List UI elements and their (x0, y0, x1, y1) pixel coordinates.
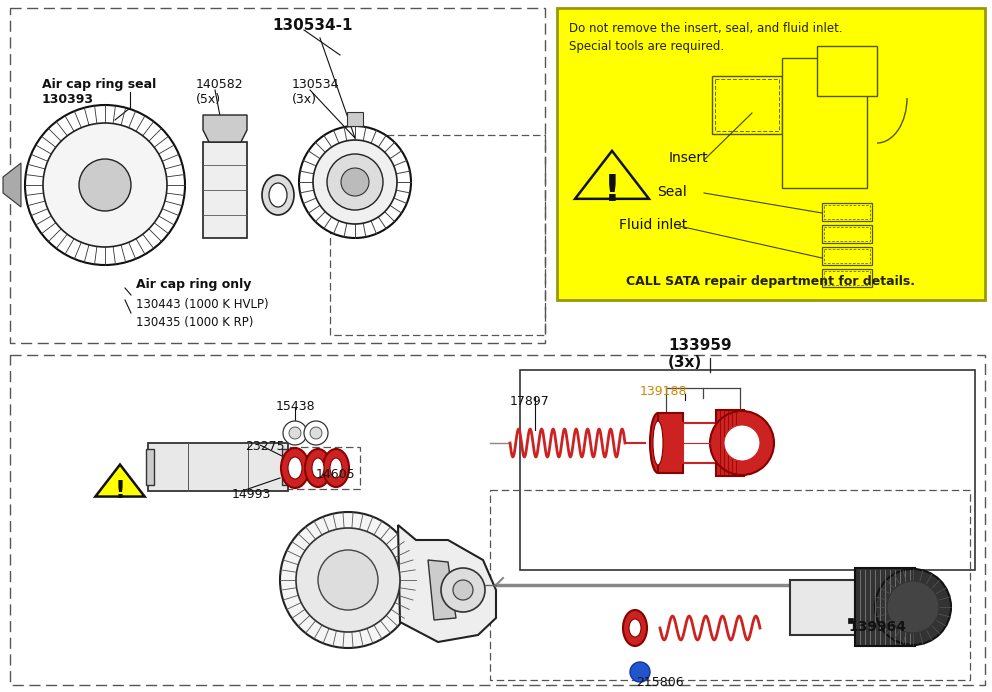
Bar (203, 142, 247, 238)
Bar (557, 8, 985, 300)
Bar (10, 8, 545, 343)
Circle shape (280, 512, 416, 648)
Circle shape (25, 105, 185, 265)
Circle shape (79, 159, 131, 211)
Ellipse shape (623, 610, 647, 646)
Bar (824, 249, 870, 263)
Text: Seal: Seal (657, 185, 686, 199)
Bar (824, 205, 870, 219)
Ellipse shape (288, 457, 302, 479)
Ellipse shape (720, 410, 736, 476)
Bar (658, 413, 683, 473)
Bar (278, 447, 360, 489)
Bar (817, 46, 877, 96)
Circle shape (313, 140, 397, 224)
Bar (790, 580, 855, 635)
Text: 23275: 23275 (245, 440, 285, 453)
Bar (824, 271, 870, 285)
Circle shape (296, 528, 400, 632)
Text: 130534-1: 130534-1 (272, 18, 352, 33)
Text: Insert: Insert (669, 151, 708, 165)
Ellipse shape (323, 449, 349, 487)
Bar (10, 355, 985, 685)
Bar (822, 247, 872, 265)
Bar (330, 135, 545, 335)
Bar (822, 203, 872, 221)
Bar (715, 79, 779, 131)
Bar (146, 449, 154, 485)
Polygon shape (203, 115, 247, 142)
Circle shape (310, 427, 322, 439)
Text: Special tools are required.: Special tools are required. (569, 40, 724, 53)
Text: 140582
(5x): 140582 (5x) (196, 78, 244, 106)
Text: 130435 (1000 K RP): 130435 (1000 K RP) (136, 316, 253, 329)
Bar (282, 449, 290, 485)
Polygon shape (95, 464, 145, 497)
Text: 215806: 215806 (636, 676, 683, 689)
Circle shape (299, 126, 411, 238)
Ellipse shape (281, 448, 309, 488)
Ellipse shape (305, 449, 331, 487)
Circle shape (875, 569, 951, 645)
Polygon shape (575, 151, 649, 199)
Text: Air cap ring only: Air cap ring only (136, 278, 251, 291)
Text: 139188: 139188 (640, 385, 687, 398)
Text: Fluid inlet: Fluid inlet (619, 218, 687, 232)
Bar (520, 370, 975, 570)
Ellipse shape (312, 458, 324, 478)
Bar (824, 227, 870, 241)
Bar (855, 568, 915, 646)
Polygon shape (428, 560, 456, 620)
Ellipse shape (262, 175, 294, 215)
Polygon shape (3, 163, 21, 207)
Ellipse shape (650, 413, 666, 473)
Text: 130534
(3x): 130534 (3x) (292, 78, 339, 106)
Bar (683, 423, 718, 463)
Text: Do not remove the insert, seal, and fluid inlet.: Do not remove the insert, seal, and flui… (569, 22, 842, 35)
Text: 14993: 14993 (232, 488, 272, 501)
Text: 15438: 15438 (276, 400, 315, 413)
Circle shape (341, 168, 369, 196)
Bar (822, 225, 872, 243)
Circle shape (289, 427, 301, 439)
Bar (822, 269, 872, 287)
Bar (712, 76, 782, 134)
Text: 14605: 14605 (316, 468, 355, 481)
Ellipse shape (629, 619, 641, 637)
Circle shape (283, 421, 307, 445)
Polygon shape (398, 525, 496, 642)
Circle shape (724, 425, 760, 461)
Circle shape (710, 411, 774, 475)
Bar (148, 443, 288, 491)
Text: !: ! (603, 172, 620, 209)
Ellipse shape (330, 458, 342, 478)
Bar (782, 58, 867, 188)
Bar (716, 410, 744, 476)
Text: 133959
(3x): 133959 (3x) (668, 338, 732, 370)
Ellipse shape (653, 421, 663, 465)
Text: Air cap ring seal
130393: Air cap ring seal 130393 (42, 78, 157, 106)
Text: CALL SATA repair department for details.: CALL SATA repair department for details. (627, 275, 916, 288)
Text: 17897: 17897 (510, 395, 550, 408)
Circle shape (318, 550, 378, 610)
Text: !: ! (114, 479, 126, 503)
Bar (347, 112, 363, 126)
Circle shape (327, 154, 383, 210)
Circle shape (43, 123, 167, 247)
Circle shape (304, 421, 328, 445)
Circle shape (630, 662, 650, 682)
Bar (848, 618, 853, 623)
Bar (490, 490, 970, 680)
Circle shape (453, 580, 473, 600)
Circle shape (887, 581, 939, 633)
Text: 139964: 139964 (848, 620, 906, 634)
Circle shape (441, 568, 485, 612)
Text: 130443 (1000 K HVLP): 130443 (1000 K HVLP) (136, 298, 269, 311)
Ellipse shape (269, 183, 287, 207)
